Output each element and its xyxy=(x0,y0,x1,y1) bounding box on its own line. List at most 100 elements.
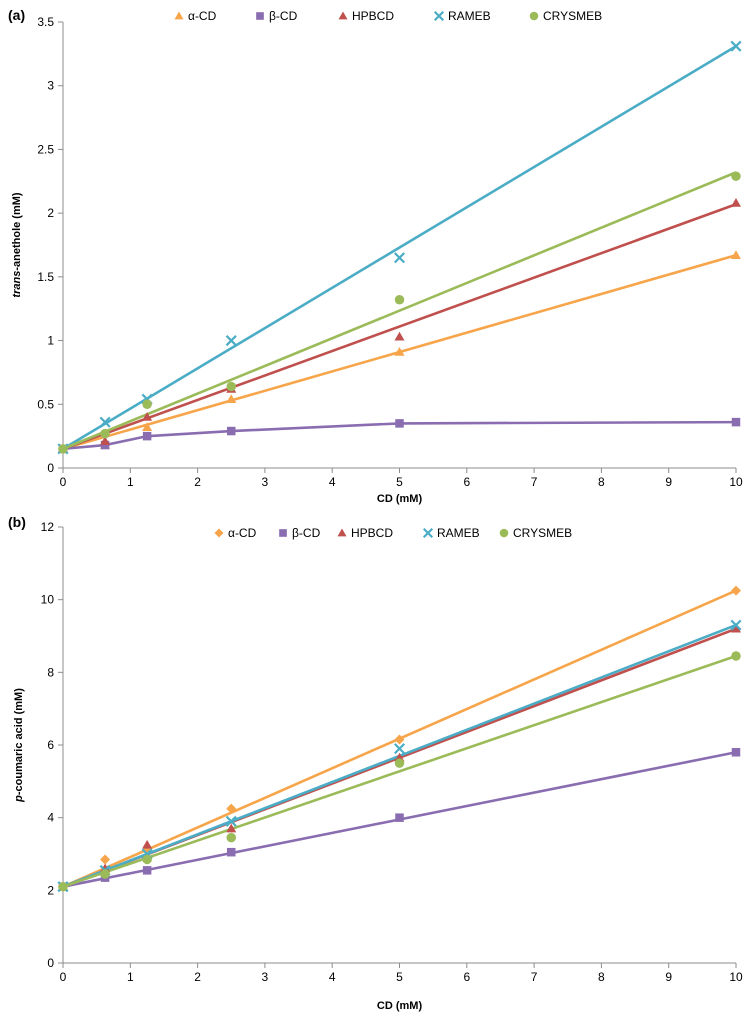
legend-label-hpbcd: HPBCD xyxy=(351,526,393,540)
data-point--cd xyxy=(395,419,404,428)
y-axis-label: trans-anethole (mM) xyxy=(11,192,23,297)
legend-label-rameb: RAMEB xyxy=(437,526,480,540)
legend-marker--cd xyxy=(174,11,184,20)
data-point-crysmeb xyxy=(226,832,236,843)
legend-marker-rameb xyxy=(422,527,434,539)
y-axis-label-rest: -anethole (mM) xyxy=(11,192,23,271)
y-tick-label: 0 xyxy=(47,956,54,970)
data-point-crysmeb xyxy=(394,295,405,305)
data-point-crysmeb xyxy=(100,869,110,879)
fit-line-crysmeb xyxy=(62,171,737,451)
y-axis-label-italic: trans xyxy=(11,271,23,298)
x-tick-label: 3 xyxy=(262,475,269,489)
data-point--cd xyxy=(731,250,741,259)
x-tick-label: 9 xyxy=(665,970,672,984)
x-tick-label: 6 xyxy=(463,475,470,489)
data-point--cd xyxy=(731,748,741,757)
data-point--cd xyxy=(731,417,741,427)
data-point-hpbcd xyxy=(731,623,741,633)
y-axis-label: p-coumaric acid (mM) xyxy=(13,688,25,803)
y-tick-label: 12 xyxy=(41,520,55,534)
y-tick-label: 2 xyxy=(47,883,54,897)
y-tick-label: 1.5 xyxy=(37,270,54,284)
legend-label-crysmeb: CRYSMEB xyxy=(513,526,572,540)
fit-line--cd xyxy=(62,420,737,451)
legend-marker-crysmeb xyxy=(529,11,539,21)
x-tick-label: 2 xyxy=(194,970,201,984)
x-tick-label: 9 xyxy=(665,475,672,489)
data-point--cd xyxy=(100,854,111,865)
data-point--cd xyxy=(142,866,152,875)
data-point-crysmeb xyxy=(100,428,110,439)
y-tick-label: 2.5 xyxy=(37,142,54,156)
data-point--cd xyxy=(227,426,236,436)
x-tick-label: 5 xyxy=(396,970,403,984)
legend-marker-rameb xyxy=(433,10,445,22)
x-tick-label: 1 xyxy=(127,475,134,489)
x-tick-label: 8 xyxy=(598,970,605,984)
data-point-hpbcd xyxy=(394,331,405,341)
legend-label--cd: α-CD xyxy=(228,526,257,540)
legend-label-hpbcd: HPBCD xyxy=(352,9,394,23)
y-axis-label-rest: -coumaric acid (mM) xyxy=(13,688,25,795)
panel-label: (a) xyxy=(8,7,25,23)
data-point-hpbcd xyxy=(731,197,741,207)
data-point-rameb xyxy=(730,40,742,52)
x-tick-label: 4 xyxy=(329,970,336,984)
data-point-hpbcd xyxy=(100,436,111,445)
x-tick-label: 0 xyxy=(60,970,67,984)
legend-label--cd: β-CD xyxy=(269,9,298,23)
data-point-rameb xyxy=(730,619,742,631)
legend-marker--cd xyxy=(214,528,224,538)
data-point-crysmeb xyxy=(394,758,405,768)
y-tick-label: 10 xyxy=(41,593,55,607)
data-point--cd xyxy=(395,813,404,822)
y-tick-label: 0.5 xyxy=(37,397,54,411)
data-point-crysmeb xyxy=(58,444,68,454)
x-tick-label: 1 xyxy=(127,970,134,984)
x-tick-label: 3 xyxy=(262,970,269,984)
data-point-hpbcd xyxy=(142,412,153,421)
data-point--cd xyxy=(394,734,405,745)
data-point-crysmeb xyxy=(731,651,741,661)
fit-line-crysmeb xyxy=(62,654,737,888)
data-point-crysmeb xyxy=(142,854,152,865)
legend-marker-hpbcd xyxy=(338,11,348,20)
x-tick-label: 7 xyxy=(531,970,538,984)
x-tick-label: 4 xyxy=(329,475,336,489)
data-point-crysmeb xyxy=(142,399,152,410)
data-point-crysmeb xyxy=(58,881,68,892)
data-point--cd xyxy=(142,422,153,431)
x-tick-label: 10 xyxy=(729,475,743,489)
y-tick-label: 4 xyxy=(47,811,54,825)
data-point--cd xyxy=(227,847,236,857)
y-tick-label: 1 xyxy=(47,334,54,348)
data-point-rameb xyxy=(225,815,237,827)
data-point--cd xyxy=(100,440,110,450)
chart-panel-a: (a) 0 0.5 1 1.5 2 2.5 3 3.5 0 1 2 3 4 5 6 7 8 9 10 CD (mM) tr… xyxy=(8,7,743,505)
legend-label--cd: α-CD xyxy=(188,9,217,23)
legend-marker--cd xyxy=(279,529,287,537)
x-tick-label: 8 xyxy=(598,475,605,489)
y-tick-label: 6 xyxy=(47,738,54,752)
data-point-rameb xyxy=(393,743,406,755)
legend-marker--cd xyxy=(256,12,264,20)
legend-label--cd: β-CD xyxy=(292,526,321,540)
data-point-hpbcd xyxy=(226,823,237,833)
y-tick-label: 0 xyxy=(47,461,54,475)
legend-marker-crysmeb xyxy=(499,528,509,538)
legend-label-crysmeb: CRYSMEB xyxy=(543,9,602,23)
x-tick-label: 10 xyxy=(729,970,743,984)
x-tick-label: 0 xyxy=(60,475,67,489)
data-point--cd xyxy=(142,431,152,441)
data-point--cd xyxy=(226,803,237,814)
data-point-rameb xyxy=(393,252,406,264)
panel-label: (b) xyxy=(8,514,26,530)
data-point-rameb xyxy=(99,416,111,428)
data-point-crysmeb xyxy=(731,171,741,181)
y-tick-label: 2 xyxy=(47,206,54,220)
y-tick-label: 3.5 xyxy=(37,15,54,29)
x-axis-label: CD (mM) xyxy=(377,493,423,505)
